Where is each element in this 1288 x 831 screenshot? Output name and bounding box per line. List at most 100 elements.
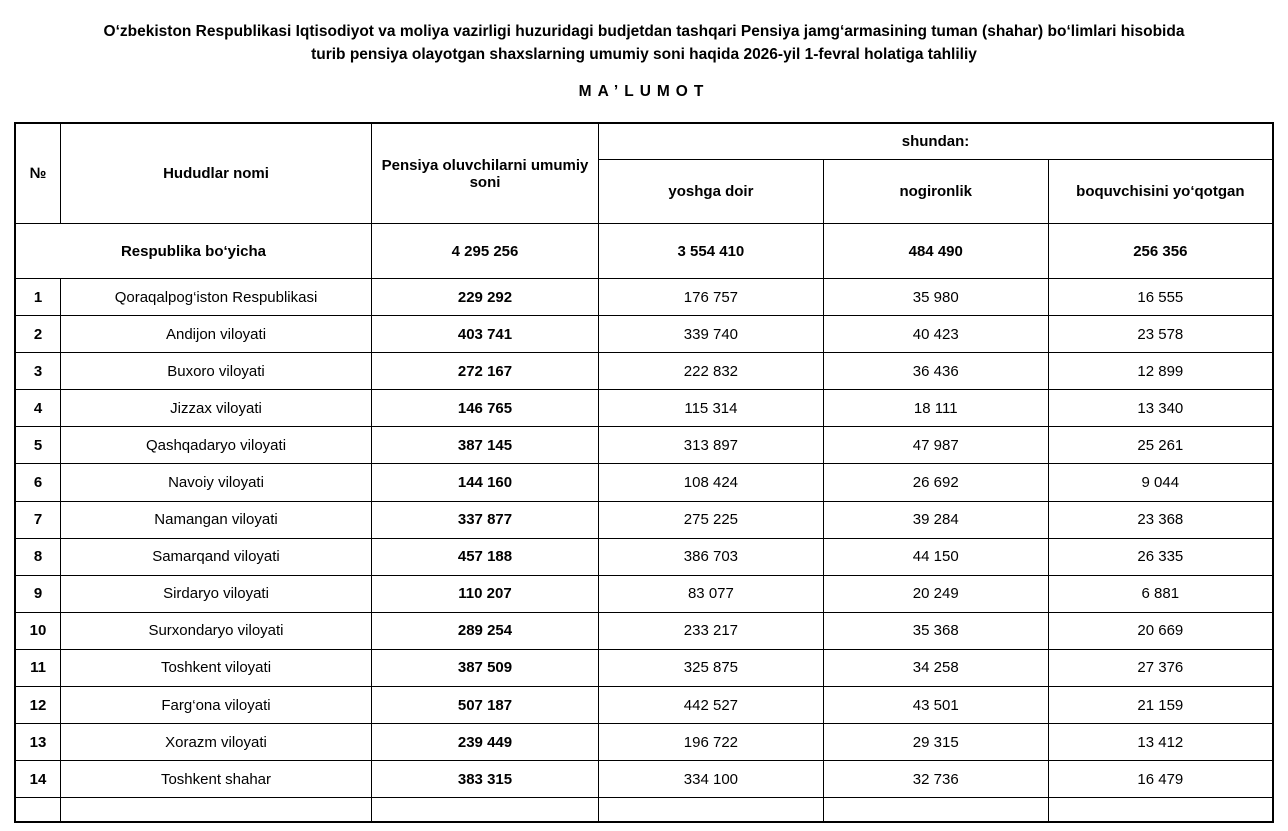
pension-statistics-table: № Hududlar nomi Pensiya oluvchilarni umu… (14, 122, 1274, 823)
table-row: 7 Namangan viloyati 337 877 275 225 39 284 23… (14, 500, 1274, 539)
partial-cell (1047, 797, 1274, 823)
breadwinner-loss-value: 16 479 (1047, 760, 1274, 799)
age-pension-value: 339 740 (598, 315, 824, 354)
table-row: 10 Surxondaryo viloyati 289 254 233 217 35 3… (14, 611, 1274, 650)
breadwinner-loss-value: 13 340 (1047, 389, 1274, 428)
age-pension-value: 386 703 (598, 537, 824, 576)
table-header-row-top: № Hududlar nomi Pensiya oluvchilarni umu… (14, 122, 1274, 224)
breadwinner-loss-value: 21 159 (1047, 686, 1274, 725)
region-name: Samarqand viloyati (60, 537, 372, 576)
age-pension-value: 222 832 (598, 352, 824, 391)
row-number: 7 (14, 500, 61, 539)
column-header-region: Hududlar nomi (60, 122, 372, 224)
breadwinner-loss-value: 9 044 (1047, 463, 1274, 502)
breadwinner-loss-value: 12 899 (1047, 352, 1274, 391)
disability-pension-value: 43 501 (822, 686, 1049, 725)
table-header-row-sub: yoshga doir nogironlik boquvchisini yo‘q… (15, 159, 1274, 224)
age-pension-value: 442 527 (598, 686, 824, 725)
column-header-age-pension: yoshga doir (598, 159, 824, 224)
breadwinner-loss-value: 23 578 (1047, 315, 1274, 354)
column-header-breadwinner-loss: boquvchisini yo‘qotgan (1047, 159, 1274, 224)
summary-row-republic: Respublika bo‘yicha 4 295 256 3 554 410 … (14, 223, 1274, 279)
breadwinner-loss-value: 25 261 (1047, 426, 1274, 465)
disability-pension-value: 40 423 (822, 315, 1049, 354)
total-pensioners-value: 110 207 (371, 574, 599, 613)
table-header: № Hududlar nomi Pensiya oluvchilarni umu… (14, 122, 1274, 224)
age-pension-value: 325 875 (598, 648, 824, 688)
partial-cell (14, 797, 61, 823)
region-name: Navoiy viloyati (60, 463, 372, 502)
disability-pension-value: 36 436 (822, 352, 1049, 391)
breadwinner-loss-value: 23 368 (1047, 500, 1274, 539)
region-name: Andijon viloyati (60, 315, 372, 354)
age-pension-value: 108 424 (598, 463, 824, 502)
total-pensioners-value: 457 188 (371, 537, 599, 576)
total-pensioners-value: 239 449 (371, 723, 599, 762)
region-name: Jizzax viloyati (60, 389, 372, 428)
disability-pension-value: 20 249 (822, 574, 1049, 613)
region-name: Xorazm viloyati (60, 723, 372, 762)
disability-pension-value: 35 980 (822, 277, 1049, 317)
region-name: Toshkent viloyati (60, 648, 372, 688)
disability-pension-value: 47 987 (822, 426, 1049, 465)
row-number: 13 (14, 723, 61, 762)
row-number: 6 (14, 463, 61, 502)
column-header-total: Pensiya oluvchilarni umumiy soni (371, 122, 599, 224)
summary-breadwinner-value: 256 356 (1047, 223, 1274, 279)
total-pensioners-value: 229 292 (371, 277, 599, 317)
age-pension-value: 233 217 (598, 611, 824, 650)
age-pension-value: 196 722 (598, 723, 824, 762)
age-pension-value: 176 757 (598, 277, 824, 317)
document-subtitle: MA’LUMOT (578, 83, 710, 100)
table-row: 5 Qashqadaryo viloyati 387 145 313 897 47 98… (14, 426, 1274, 465)
age-pension-value: 83 077 (598, 574, 824, 613)
row-number: 8 (14, 537, 61, 576)
partial-cell (371, 797, 599, 823)
disability-pension-value: 39 284 (822, 500, 1049, 539)
partial-cell (60, 797, 372, 823)
total-pensioners-value: 507 187 (371, 686, 599, 725)
column-header-disability: nogironlik (822, 159, 1049, 224)
table-row: 11 Toshkent viloyati 387 509 325 875 34 258 2… (14, 648, 1274, 688)
partial-cell (822, 797, 1049, 823)
region-name: Qoraqalpog‘iston Respublikasi (60, 277, 372, 317)
region-name: Surxondaryo viloyati (60, 611, 372, 650)
summary-total: 4 295 256 (371, 223, 599, 279)
disability-pension-value: 35 368 (822, 611, 1049, 650)
document-title-line1: O‘zbekiston Respublikasi Iqtisodiyot va … (103, 23, 1185, 40)
column-header-group-shundan: shundan: (598, 122, 1274, 160)
row-number: 9 (14, 574, 61, 613)
disability-pension-value: 18 111 (822, 389, 1049, 428)
partial-cell (598, 797, 824, 823)
region-name: Qashqadaryo viloyati (60, 426, 372, 465)
summary-age-value: 3 554 410 (598, 223, 824, 279)
table-row: 4 Jizzax viloyati 146 765 115 314 18 111 13 3… (14, 389, 1274, 428)
table-row: 3 Buxoro viloyati 272 167 222 832 36 436 12 8… (14, 352, 1274, 391)
row-number: 12 (14, 686, 61, 725)
disability-pension-value: 29 315 (822, 723, 1049, 762)
row-number: 10 (14, 611, 61, 650)
row-number: 14 (14, 760, 61, 799)
region-name: Toshkent shahar (60, 760, 372, 799)
region-name: Farg‘ona viloyati (60, 686, 372, 725)
breadwinner-loss-value: 27 376 (1047, 648, 1274, 688)
summary-label: Respublika bo‘yicha (14, 223, 372, 279)
row-number: 1 (14, 277, 61, 317)
disability-pension-value: 26 692 (822, 463, 1049, 502)
table-row: 2 Andijon viloyati 403 741 339 740 40 423 23 … (14, 315, 1274, 354)
disability-pension-value: 44 150 (822, 537, 1049, 576)
breadwinner-loss-value: 20 669 (1047, 611, 1274, 650)
total-pensioners-value: 272 167 (371, 352, 599, 391)
breadwinner-loss-value: 16 555 (1047, 277, 1274, 317)
total-pensioners-value: 146 765 (371, 389, 599, 428)
table-row: 14 Toshkent shahar 383 315 334 100 32 736 16 … (14, 760, 1274, 799)
total-pensioners-value: 337 877 (371, 500, 599, 539)
partial-cutoff-row (14, 797, 1274, 823)
total-pensioners-value: 387 509 (371, 648, 599, 688)
total-pensioners-value: 144 160 (371, 463, 599, 502)
breadwinner-loss-value: 6 881 (1047, 574, 1274, 613)
age-pension-value: 313 897 (598, 426, 824, 465)
age-pension-value: 275 225 (598, 500, 824, 539)
total-pensioners-value: 383 315 (371, 760, 599, 799)
